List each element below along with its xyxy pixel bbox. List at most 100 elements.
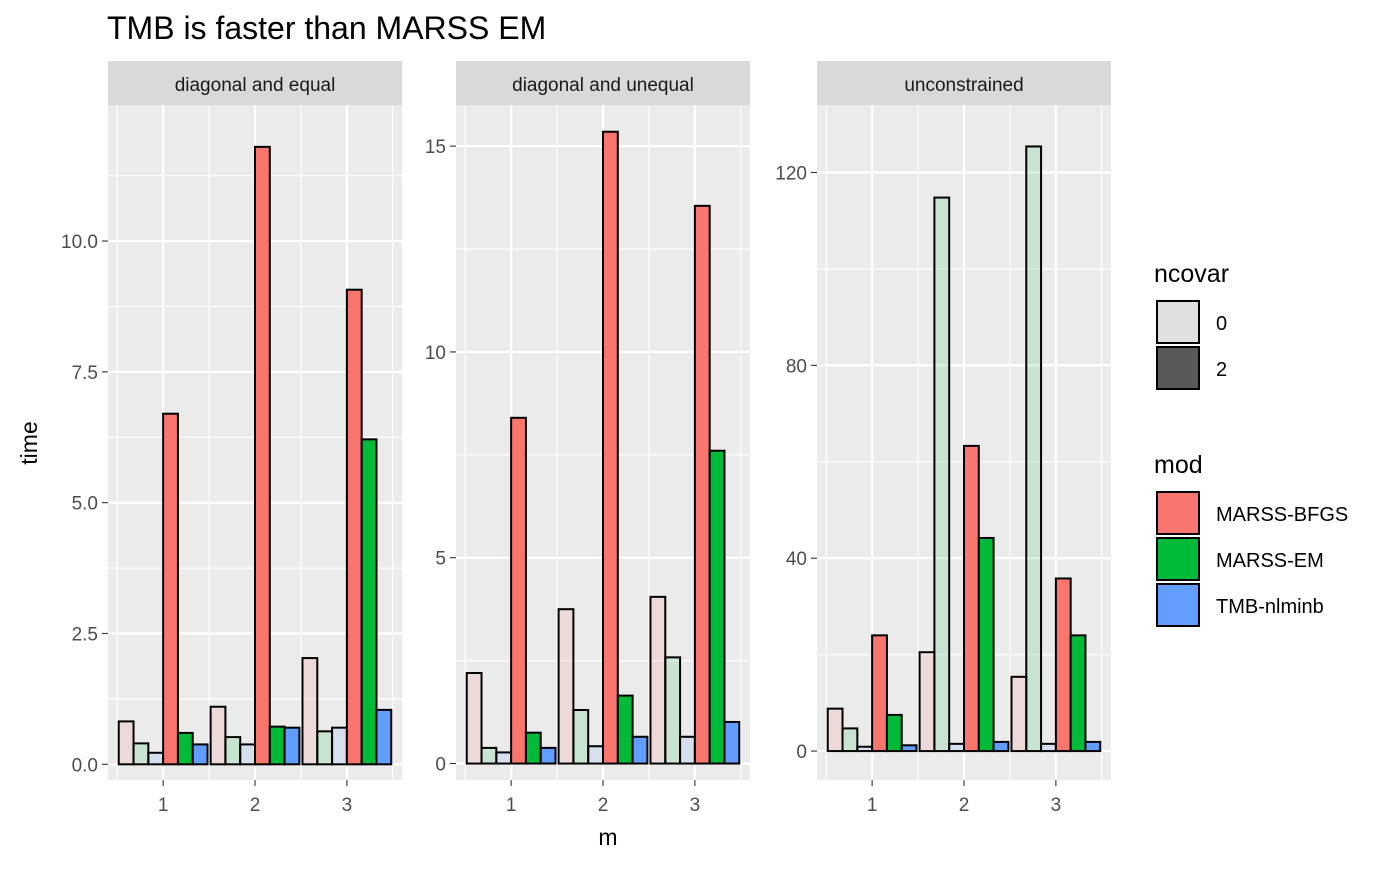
y-tick-label: 40 xyxy=(786,549,807,570)
y-tick-label: 10 xyxy=(425,343,446,364)
bar-m2-2 xyxy=(224,736,242,766)
y-tick-label: 10.0 xyxy=(61,232,98,253)
facet-strip-label: unconstrained xyxy=(904,75,1023,96)
legend-mod-title: mod xyxy=(1154,451,1203,479)
bar-m2-5 xyxy=(616,694,634,765)
bar-m3-2 xyxy=(664,656,682,765)
y-tick-label: 5.0 xyxy=(72,494,98,515)
bar-m1-6 xyxy=(191,743,209,766)
y-tick-label: 15 xyxy=(425,137,446,158)
bar-m2-6 xyxy=(992,740,1010,753)
bar-m1-4 xyxy=(162,412,179,766)
legend-ncovar-key-2 xyxy=(1156,346,1200,390)
y-tick-label: 80 xyxy=(786,356,807,377)
bar-m3-3 xyxy=(331,726,348,766)
bar-m2-6 xyxy=(631,735,649,765)
bar-m3-2 xyxy=(1025,145,1043,753)
facet-strip-label: diagonal and unequal xyxy=(512,75,694,96)
bar-m1-5 xyxy=(176,731,194,766)
y-tick-label: 0 xyxy=(435,755,446,776)
bar-m2-6 xyxy=(283,726,301,766)
bar-m2-5 xyxy=(977,536,995,753)
chart-title: TMB is faster than MARSS EM xyxy=(107,10,546,46)
bar-m2-4 xyxy=(963,444,980,753)
facet-panel-1: diagonal and equal 0.0 2.5 5.0 7.5 10.0 1 2 3 xyxy=(61,61,402,816)
bar-m3-5 xyxy=(360,438,378,766)
bar-m3-5 xyxy=(708,449,726,765)
bar-m3-4 xyxy=(693,204,711,765)
legend-ncovar-label: 2 xyxy=(1216,359,1227,381)
y-tick-label: 7.5 xyxy=(72,363,98,384)
bar-m3-1 xyxy=(1010,675,1028,753)
bar-m2-3 xyxy=(239,743,256,766)
bar-m1-6 xyxy=(900,744,918,753)
x-tick-label: 1 xyxy=(506,795,517,816)
legend-ncovar-label: 0 xyxy=(1216,313,1227,335)
y-tick-label: 120 xyxy=(775,164,807,185)
bar-m3-5 xyxy=(1069,634,1087,753)
legend-mod-key-TMB-nlminb xyxy=(1156,583,1200,627)
bar-m1-2 xyxy=(480,746,498,765)
bar-m3-6 xyxy=(723,720,741,765)
legend-layer: ncovar 0 2 mod MARSS-BFGS MARSS-EM TMB-nlminb xyxy=(1154,260,1348,627)
legend-mod-key-MARSS-BFGS xyxy=(1156,491,1200,535)
bar-m1-3 xyxy=(147,751,165,766)
bar-m2-5 xyxy=(268,725,286,766)
y-axis-label: time xyxy=(16,421,42,464)
bar-m2-2 xyxy=(572,709,590,765)
bar-m1-2 xyxy=(132,742,150,766)
facet-panel-3: unconstrained 0 40 80 120 1 2 3 xyxy=(775,61,1111,816)
bar-m1-1 xyxy=(465,671,483,765)
x-tick-label: 2 xyxy=(598,795,609,816)
x-tick-label: 3 xyxy=(690,795,701,816)
bar-m2-4 xyxy=(602,130,619,765)
facet-panel-2: diagonal and unequal 0 5 10 15 1 2 3 xyxy=(425,61,750,816)
legend-mod-label: MARSS-BFGS xyxy=(1216,504,1348,526)
bar-m2-2 xyxy=(933,196,951,753)
y-tick-label: 0 xyxy=(796,742,807,763)
bar-m3-4 xyxy=(345,288,363,766)
bar-m3-1 xyxy=(649,595,667,765)
bar-m1-2 xyxy=(841,727,859,753)
bar-m2-1 xyxy=(918,651,936,753)
bar-m3-3 xyxy=(679,735,696,765)
bar-m3-1 xyxy=(301,657,319,766)
bar-m3-4 xyxy=(1054,577,1072,753)
legend-ncovar-title: ncovar xyxy=(1154,260,1229,288)
x-tick-label: 2 xyxy=(959,795,970,816)
bar-m1-4 xyxy=(510,416,527,765)
y-tick-label: 5 xyxy=(435,549,446,570)
x-tick-label: 2 xyxy=(250,795,261,816)
bar-m2-3 xyxy=(587,745,605,765)
bar-m3-2 xyxy=(316,730,334,766)
facet-strip-label: diagonal and equal xyxy=(175,75,336,96)
bar-m2-1 xyxy=(557,608,575,765)
legend-mod-key-MARSS-EM xyxy=(1156,537,1200,581)
bar-m2-1 xyxy=(209,705,227,766)
legend-mod-label: MARSS-EM xyxy=(1216,550,1324,572)
bar-m2-3 xyxy=(948,742,966,753)
bar-m3-3 xyxy=(1040,742,1057,753)
bar-m1-4 xyxy=(871,634,888,753)
bar-m1-3 xyxy=(495,751,513,765)
y-tick-label: 0.0 xyxy=(72,755,98,776)
x-tick-label: 1 xyxy=(158,795,169,816)
legend-mod-label: TMB-nlminb xyxy=(1216,596,1324,618)
x-tick-label: 3 xyxy=(1051,795,1062,816)
x-tick-label: 3 xyxy=(342,795,353,816)
facet-strip xyxy=(108,61,402,105)
bar-m1-3 xyxy=(856,745,874,753)
bar-m1-5 xyxy=(885,713,903,753)
bar-m1-1 xyxy=(826,707,844,753)
bar-m3-6 xyxy=(375,708,393,766)
bar-m2-4 xyxy=(254,145,271,766)
y-tick-label: 2.5 xyxy=(72,624,98,645)
bar-m1-6 xyxy=(539,746,557,765)
facet-strip xyxy=(817,61,1111,105)
x-tick-label: 1 xyxy=(867,795,878,816)
bar-m1-1 xyxy=(117,720,135,766)
legend-ncovar-key-0 xyxy=(1156,300,1200,344)
